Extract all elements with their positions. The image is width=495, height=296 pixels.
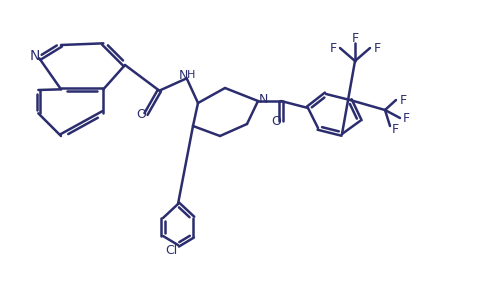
Text: F: F (402, 112, 409, 125)
Text: F: F (373, 41, 381, 54)
Text: N: N (258, 93, 268, 105)
Text: F: F (330, 41, 337, 54)
Text: N: N (29, 49, 40, 63)
Text: F: F (399, 94, 406, 107)
Text: F: F (351, 31, 358, 44)
Text: O: O (136, 107, 146, 120)
Text: F: F (392, 123, 398, 136)
Text: H: H (187, 70, 195, 80)
Text: O: O (271, 115, 281, 128)
Text: N: N (179, 69, 189, 82)
Text: Cl: Cl (165, 244, 177, 258)
